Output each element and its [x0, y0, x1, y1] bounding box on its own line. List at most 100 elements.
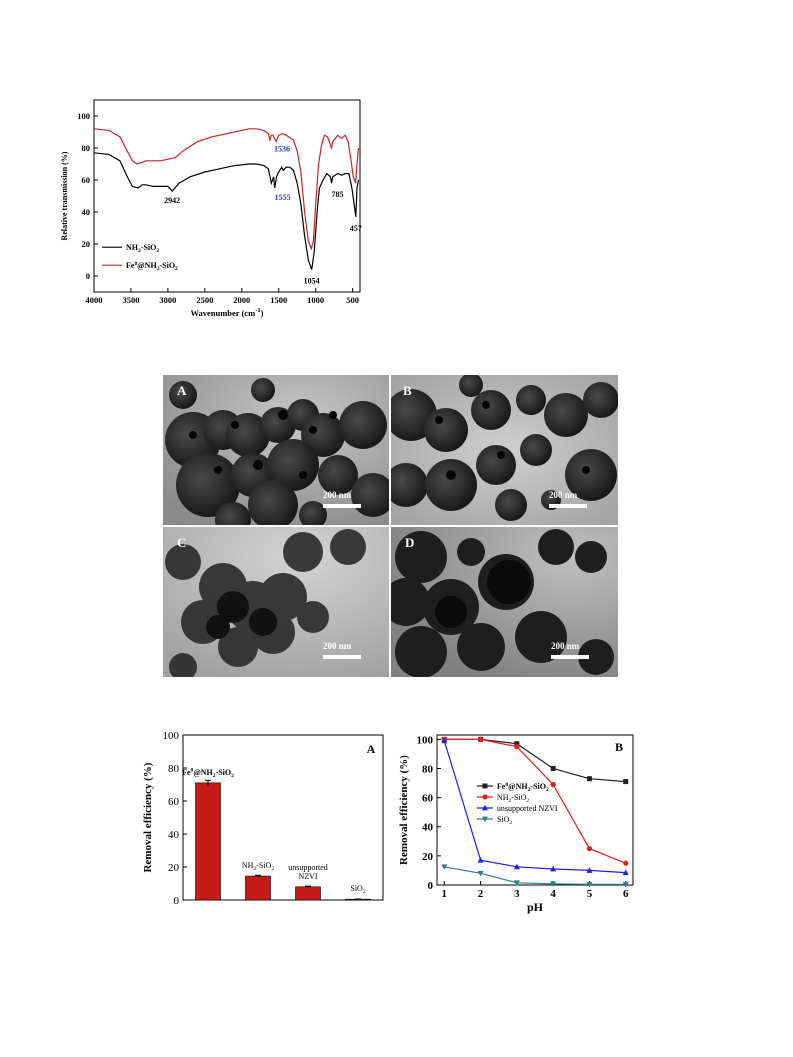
x-tick-label: 3000 [159, 295, 176, 305]
data-point [623, 860, 629, 866]
data-point [441, 737, 448, 744]
tem-panel-label: C [177, 535, 186, 550]
series-line-1 [93, 128, 360, 251]
series-line-0 [444, 738, 626, 783]
y-tick-label: 0 [86, 271, 90, 281]
series-line-1 [444, 738, 626, 864]
x-tick-label: 1500 [270, 295, 287, 305]
x-tick-label: 4000 [86, 295, 103, 305]
x-tick-label: 3500 [122, 295, 139, 305]
y-tick-label: 100 [77, 111, 90, 121]
data-point [514, 741, 520, 747]
y-tick-label: 80 [82, 143, 91, 153]
data-point [622, 881, 629, 888]
data-point [550, 781, 556, 788]
scale-bar-label: 200 nm [551, 641, 580, 651]
plot-frame [436, 734, 634, 886]
y-tick-label: 60 [82, 175, 91, 185]
x-tick-label: 4 [550, 888, 556, 900]
data-point [482, 794, 488, 800]
y-axis-label: Removal efficiency (%) [398, 755, 410, 865]
data-point [481, 816, 488, 823]
data-point [513, 863, 520, 870]
data-point [481, 804, 488, 811]
data-point [550, 765, 556, 771]
ph-chart-figure: 1 2 3 4 5 6 0 20 40 60 80 100 pH Removal efficiency (… [393, 725, 643, 925]
legend-label: NH2​-SiO2​ [497, 793, 529, 804]
data-point [586, 776, 592, 782]
scale-bar-label: 200 nm [323, 641, 352, 651]
x-tick-label: 1000 [307, 295, 324, 305]
series-line-3 [444, 866, 626, 885]
data-point [482, 783, 488, 789]
legend-label: Fe0​@NH2​-SiO2​ [497, 782, 549, 793]
data-point [586, 881, 593, 888]
tem-panel-label: B [403, 383, 412, 398]
tem-image-grid: A 200 nm B 200 nm [163, 375, 618, 677]
legend-label: SiO2​ [497, 815, 512, 826]
y-tick-label: 100 [163, 730, 180, 742]
scale-bar [323, 504, 361, 508]
x-tick-label: 2 [478, 888, 484, 900]
panel-label: B [615, 740, 623, 754]
peak-label: 2942 [164, 196, 180, 205]
data-point [586, 845, 593, 852]
scale-bar [323, 655, 361, 659]
y-axis-label: Relative transmission (%) [60, 151, 69, 240]
ftir-figure: 4000 3500 3000 2500 2000 1500 1000 500 0 20 40 60 80… [58, 92, 368, 327]
plot-frame [182, 734, 384, 901]
y-tick-label: 20 [168, 862, 180, 874]
ftir-chart: 4000 3500 3000 2500 2000 1500 1000 500 0 20 40 60 80… [60, 99, 362, 318]
bar-label: SiO2​ [350, 884, 365, 895]
y-tick-label: 80 [422, 763, 434, 775]
scale-bar-label: 200 nm [323, 490, 352, 500]
y-tick-label: 40 [168, 829, 180, 841]
plot-frame [93, 99, 361, 293]
y-tick-label: 60 [168, 796, 180, 808]
y-tick-label: 60 [422, 793, 434, 805]
scale-bar [549, 504, 587, 508]
peak-label: 785 [332, 190, 344, 199]
legend-label: NH2​-SiO2​ [126, 243, 159, 254]
y-axis-label: Removal efficiency (%) [142, 762, 154, 872]
data-point [586, 867, 593, 873]
x-tick-label: 500 [346, 295, 359, 305]
tem-panel-d: D 200 nm [391, 527, 618, 677]
data-point [514, 744, 520, 750]
removal-bar-chart: 0 20 40 60 80 100 Removal efficiency (%) A Fe0​@… [142, 730, 384, 907]
peak-label: 1536 [274, 145, 290, 154]
legend-label: unsupported NZVI [497, 804, 558, 813]
scale-bar-label: 200 nm [549, 490, 578, 500]
data-point [550, 865, 557, 872]
tem-panel-a: A 200 nm [163, 375, 389, 525]
y-tick-label: 0 [174, 895, 180, 907]
data-point [477, 870, 484, 877]
bar [295, 886, 321, 901]
y-tick-label: 0 [428, 880, 434, 892]
bar-label: Fe0​@NH2​-SiO2​ [182, 768, 234, 779]
data-point [441, 864, 448, 870]
y-tick-label: 20 [82, 239, 91, 249]
x-tick-label: 5 [587, 888, 593, 900]
bar-label: NZVI [298, 872, 317, 881]
bar [245, 875, 271, 901]
bar-label: NH2​-SiO2​ [242, 861, 274, 872]
scale-bar [551, 655, 589, 659]
data-point [622, 869, 629, 876]
series-line-0 [93, 152, 360, 270]
y-tick-label: 80 [168, 763, 180, 775]
panel-label: A [367, 742, 376, 756]
tem-panel-b: B 200 nm [391, 375, 618, 525]
tem-panel-label: D [405, 535, 414, 550]
tem-panel-label: A [177, 383, 187, 398]
bar-label: unsupported [288, 863, 328, 872]
data-point [623, 779, 629, 785]
peak-label: 1054 [304, 277, 320, 286]
data-point [550, 881, 557, 888]
x-axis-label: pH [527, 900, 544, 914]
series-line-2 [443, 740, 626, 874]
x-tick-label: 3 [514, 888, 520, 900]
data-point [477, 857, 484, 863]
x-tick-label: 2500 [196, 295, 213, 305]
